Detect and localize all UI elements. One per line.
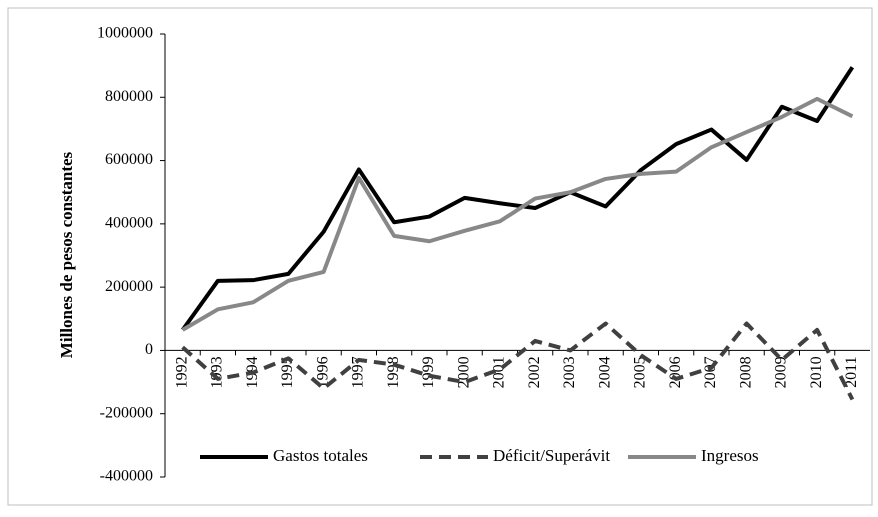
x-tick-label: 1997 xyxy=(350,356,367,388)
legend-label: Gastos totales xyxy=(273,446,368,465)
y-tick-label: 800000 xyxy=(105,88,153,105)
y-tick-label: 600000 xyxy=(105,151,153,168)
x-tick-label: 2000 xyxy=(455,356,472,388)
series-line xyxy=(181,66,855,332)
x-tick-label: 2010 xyxy=(808,356,825,388)
y-tick-label: 0 xyxy=(145,341,153,358)
x-tick-label: 2008 xyxy=(737,356,754,388)
y-tick-label: -200000 xyxy=(100,404,153,421)
x-tick-label: 2002 xyxy=(526,356,543,388)
x-tick-label: 2003 xyxy=(561,356,578,388)
y-axis-label: Millones de pesos constantes xyxy=(57,151,76,358)
legend-label: Ingresos xyxy=(701,446,759,465)
series-line xyxy=(181,321,855,401)
x-tick-label: 1999 xyxy=(420,356,437,388)
chart-border xyxy=(7,7,873,506)
legend-label: Déficit/Superávit xyxy=(493,446,610,465)
x-tick-label: 1995 xyxy=(279,356,296,388)
series-line xyxy=(181,96,854,332)
y-tick-label: 1000000 xyxy=(97,25,153,42)
x-tick-label: 2005 xyxy=(632,356,649,388)
x-tick-label: 1998 xyxy=(385,356,402,388)
x-tick-label: 1993 xyxy=(209,356,226,388)
y-tick-label: 400000 xyxy=(105,215,153,232)
y-tick-label: -400000 xyxy=(100,468,153,485)
x-tick-label: 2006 xyxy=(667,356,684,388)
y-tick-label: 200000 xyxy=(105,278,153,295)
x-tick-label: 1996 xyxy=(314,356,331,388)
x-tick-label: 2004 xyxy=(596,356,613,388)
x-tick-label: 2009 xyxy=(773,356,790,388)
x-tick-label: 2011 xyxy=(843,356,860,387)
x-tick-label: 1992 xyxy=(173,356,190,388)
